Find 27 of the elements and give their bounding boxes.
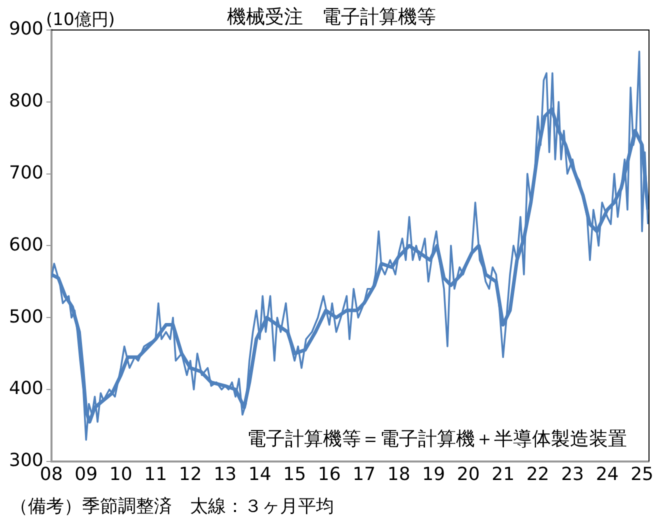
y-tick-label: 400 bbox=[8, 378, 44, 400]
y-tick-label: 600 bbox=[8, 234, 44, 256]
x-tick-label: 23 bbox=[561, 464, 584, 485]
x-tick-label: 22 bbox=[526, 464, 550, 485]
chart-title: 機械受注 電子計算機等 bbox=[227, 6, 436, 28]
x-tick-label: 25 bbox=[630, 464, 654, 485]
y-tick-label: 500 bbox=[8, 306, 44, 328]
y-axis-title: (10億円) bbox=[46, 9, 115, 31]
x-tick-label: 10 bbox=[109, 464, 132, 485]
y-tick-label: 800 bbox=[8, 90, 44, 112]
x-tick-label: 17 bbox=[352, 464, 376, 485]
x-tick-label: 18 bbox=[387, 464, 410, 485]
x-tick-label: 11 bbox=[144, 464, 168, 485]
x-tick-label: 14 bbox=[248, 464, 272, 485]
x-tick-label: 19 bbox=[422, 464, 446, 485]
text: （備考）季節調整済 太線：３ヶ月平均 bbox=[10, 495, 334, 518]
x-tick-label: 13 bbox=[214, 464, 237, 485]
annotation: 電子計算機等＝電子計算機＋半導体製造装置 bbox=[247, 428, 627, 450]
y-tick-label: 700 bbox=[8, 162, 44, 184]
x-tick-label: 15 bbox=[283, 464, 306, 485]
x-tick-label: 24 bbox=[596, 464, 619, 485]
y-tick-label: 900 bbox=[8, 18, 44, 40]
x-tick-label: 16 bbox=[318, 464, 341, 485]
x-tick-label: 09 bbox=[74, 464, 98, 485]
x-tick-label: 12 bbox=[178, 464, 202, 485]
x-tick-label: 21 bbox=[492, 464, 515, 485]
x-tick-label: 20 bbox=[456, 464, 480, 485]
